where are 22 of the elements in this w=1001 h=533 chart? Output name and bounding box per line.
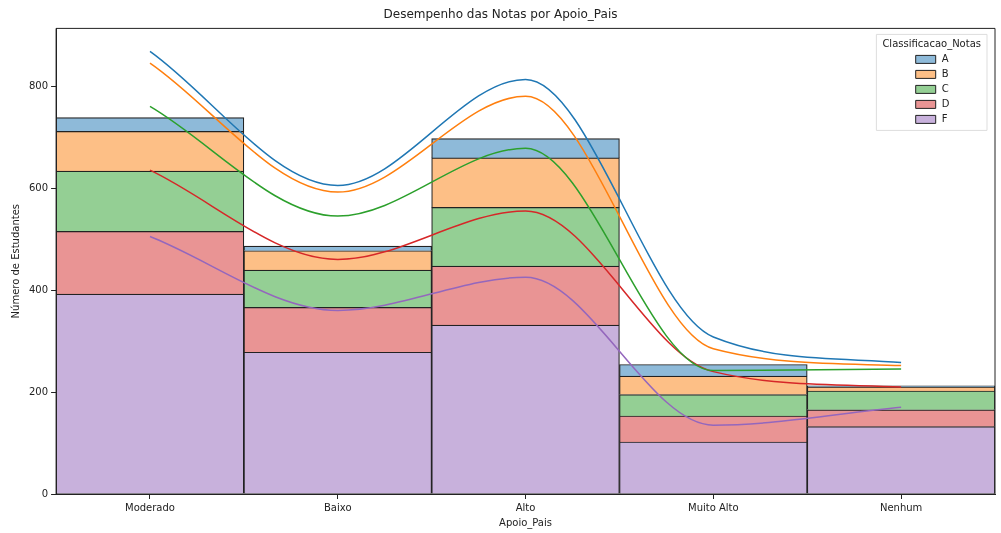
legend-label: B: [941, 67, 949, 79]
legend-label: A: [941, 52, 949, 64]
line-series: [149, 105, 902, 372]
line-series: [149, 169, 902, 388]
line-series: [149, 235, 902, 426]
legend-title: Classificacao_Notas: [882, 37, 982, 50]
chart-title: Desempenho das Notas por Apoio_Pais: [383, 7, 618, 22]
y-tick-label: 800: [28, 79, 49, 91]
x-tick-label: Muito Alto: [688, 501, 739, 513]
x-axis-title: Apoio_Pais: [499, 516, 552, 529]
legend-label: C: [941, 82, 949, 94]
x-tick-label: Alto: [515, 501, 536, 513]
y-tick-label: 400: [28, 283, 49, 295]
legend-label: F: [941, 112, 948, 124]
y-tick-label: 200: [28, 385, 49, 397]
y-axis-title: Número de Estudantes: [9, 203, 21, 319]
y-tick-label: 600: [28, 181, 49, 193]
legend-label: D: [941, 97, 950, 109]
x-tick-label: Baixo: [324, 501, 352, 513]
y-tick-label: 0: [41, 487, 49, 499]
x-tick-label: Moderado: [125, 501, 175, 513]
x-tick-label: Nenhum: [879, 501, 923, 513]
